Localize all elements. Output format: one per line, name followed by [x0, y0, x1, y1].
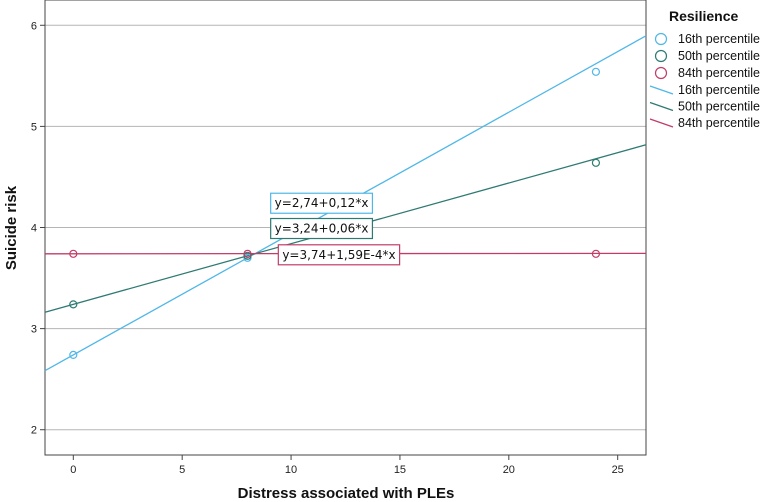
x-tick-label: 20	[503, 464, 515, 476]
y-axis-ticks: 2 3 4 5 6	[31, 20, 45, 437]
legend-line-2	[649, 101, 674, 112]
y-tick-label: 4	[31, 223, 37, 235]
data-point	[69, 300, 78, 309]
y-tick-label: 3	[31, 324, 37, 336]
x-tick-label: 15	[394, 464, 406, 476]
legend-label: 84th percentile	[678, 116, 760, 130]
equation-label-1: y=2,74+0,12*x	[270, 192, 374, 214]
x-tick-label: 10	[285, 464, 297, 476]
legend-title: Resilience	[669, 8, 738, 24]
y-tick-label: 2	[31, 425, 37, 437]
equation-label-3: y=3,74+1,59E-4*x	[277, 244, 401, 266]
equation-text: y=3,74+1,59E-4*x	[282, 248, 395, 262]
data-point	[591, 67, 601, 76]
data-point	[69, 249, 78, 258]
legend-label: 50th percentile	[678, 49, 760, 63]
equation-labels: y=2,74+0,12*x y=3,24+0,06*x y=3,74+1,59E-4…	[270, 192, 401, 266]
equation-label-2: y=3,24+0,06*x	[270, 217, 374, 240]
equation-box	[277, 244, 401, 266]
x-axis-ticks: 0 5 10 15 20 25	[70, 455, 624, 476]
x-tick-label: 5	[179, 464, 185, 476]
y-axis-title: Suicide risk	[3, 185, 20, 270]
legend-marker-2	[654, 49, 668, 63]
x-tick-label: 0	[70, 464, 76, 476]
legend-label: 50th percentile	[678, 100, 760, 114]
data-point	[69, 350, 78, 359]
legend-label: 84th percentile	[678, 66, 760, 80]
legend-line-3	[649, 118, 674, 128]
legend-label: 16th percentile	[678, 32, 760, 46]
legend-marker-1	[654, 32, 668, 46]
x-tick-label: 25	[612, 464, 624, 476]
x-axis-title: Distress associated with PLEs	[238, 485, 455, 502]
data-point	[243, 249, 252, 258]
equation-box	[270, 192, 374, 214]
equation-text: y=3,24+0,06*x	[275, 222, 369, 236]
legend: Resilience 16th percentile 50th percentil…	[649, 8, 760, 130]
series-points	[69, 67, 601, 359]
legend-marker-3	[654, 66, 668, 80]
data-point	[591, 249, 601, 258]
legend-line-1	[649, 85, 674, 95]
legend-label: 16th percentile	[678, 83, 760, 97]
y-tick-label: 5	[31, 121, 37, 133]
equation-box	[270, 217, 374, 240]
y-tick-label: 6	[31, 20, 37, 32]
equation-text: y=2,74+0,12*x	[275, 196, 369, 210]
data-point	[591, 158, 601, 167]
